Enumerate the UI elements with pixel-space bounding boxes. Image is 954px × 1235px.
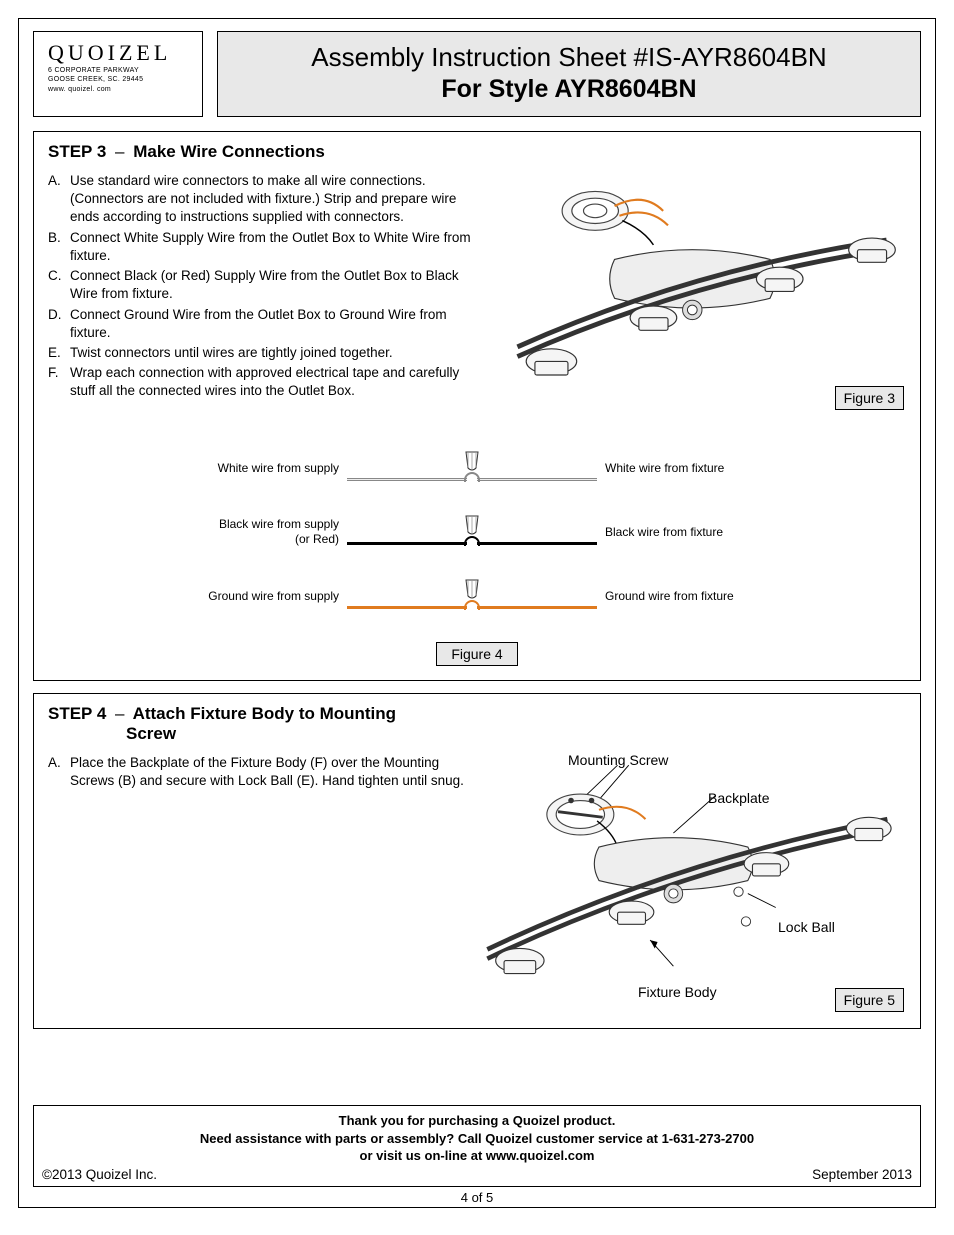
step3-text-item: Connect Ground Wire from the Outlet Box … [70, 306, 488, 342]
anno-lockball: Lock Ball [778, 919, 835, 935]
wire-row: White wire from supply White wire from fi… [197, 450, 757, 486]
wire-cap-icon [460, 578, 484, 602]
anno-backplate: Backplate [708, 790, 769, 806]
step4-columns: A.Place the Backplate of the Fixture Bod… [48, 754, 906, 1014]
step4-image: Mounting Screw Backplate Lock Ball Fixtu… [478, 754, 906, 1014]
step4-dash: – [115, 704, 124, 723]
wire-label-right: Black wire from fixture [597, 525, 757, 539]
brand-addr1: 6 CORPORATE PARKWAY [48, 67, 188, 75]
step3-item: E.Twist connectors until wires are tight… [48, 344, 488, 362]
step4-text-item: Place the Backplate of the Fixture Body … [70, 754, 468, 790]
step3-block: STEP 3 – Make Wire Connections A.Use sta… [33, 131, 921, 681]
step4-rest2: Screw [126, 724, 906, 744]
step3-item: F.Wrap each connection with approved ele… [48, 364, 488, 400]
wire-label-left: Black wire from supply(or Red) [197, 517, 347, 546]
brand-web: www. quoizel. com [48, 86, 188, 94]
footer-block: Thank you for purchasing a Quoizel produ… [33, 1105, 921, 1187]
step3-marker: C. [48, 267, 70, 303]
wire-cap-icon [460, 450, 484, 474]
title-box: Assembly Instruction Sheet #IS-AYR8604BN… [217, 31, 921, 117]
step3-marker: E. [48, 344, 70, 362]
footer-assist: Need assistance with parts or assembly? … [42, 1130, 912, 1148]
step3-list: A.Use standard wire connectors to make a… [48, 172, 488, 401]
step4-marker: A. [48, 754, 70, 790]
brand-name: QUOIZEL [48, 40, 188, 66]
figure4-label: Figure 4 [436, 642, 517, 666]
step3-item: A.Use standard wire connectors to make a… [48, 172, 488, 227]
page-number: 4 of 5 [19, 1190, 935, 1205]
step3-image: Figure 3 [498, 172, 906, 420]
wire-row: Ground wire from supply Ground wire from … [197, 578, 757, 614]
wire-graphic [347, 578, 597, 614]
step3-text-item: Connect Black (or Red) Supply Wire from … [70, 267, 488, 303]
footer-thanks: Thank you for purchasing a Quoizel produ… [42, 1112, 912, 1130]
wire-row: Black wire from supply(or Red) Black wire… [197, 514, 757, 550]
step3-marker: A. [48, 172, 70, 227]
figure5-svg [478, 754, 906, 996]
step4-prefix: STEP 4 [48, 704, 106, 723]
step4-title: STEP 4 – Attach Fixture Body to Mounting… [48, 704, 906, 744]
figure5-label: Figure 5 [835, 988, 904, 1012]
step3-title: STEP 3 – Make Wire Connections [48, 142, 906, 162]
step4-text: A.Place the Backplate of the Fixture Bod… [48, 754, 468, 1014]
footer-visit: or visit us on-line at www.quoizel.com [42, 1147, 912, 1165]
figure4-diagram: White wire from supply White wire from fi… [197, 450, 757, 666]
doc-title-2: For Style AYR8604BN [226, 75, 912, 104]
step3-text-item: Wrap each connection with approved elect… [70, 364, 488, 400]
step4-rest1: Attach Fixture Body to Mounting [133, 704, 396, 723]
anno-mounting-screw: Mounting Screw [568, 752, 668, 768]
footer-row: ©2013 Quoizel Inc. September 2013 [42, 1167, 912, 1182]
footer-copyright: ©2013 Quoizel Inc. [42, 1167, 157, 1182]
wire-label-right: Ground wire from fixture [597, 589, 757, 603]
wire-graphic [347, 450, 597, 486]
doc-title-1: Assembly Instruction Sheet #IS-AYR8604BN [226, 42, 912, 73]
step4-list: A.Place the Backplate of the Fixture Bod… [48, 754, 468, 790]
step3-item: D.Connect Ground Wire from the Outlet Bo… [48, 306, 488, 342]
anno-fixture-body: Fixture Body [638, 984, 717, 1000]
step3-text-item: Connect White Supply Wire from the Outle… [70, 229, 488, 265]
page-border: QUOIZEL 6 CORPORATE PARKWAY GOOSE CREEK,… [18, 18, 936, 1208]
step4-item: A.Place the Backplate of the Fixture Bod… [48, 754, 468, 790]
brand-addr2: GOOSE CREEK, SC. 29445 [48, 76, 188, 84]
step3-text: A.Use standard wire connectors to make a… [48, 172, 488, 420]
header-row: QUOIZEL 6 CORPORATE PARKWAY GOOSE CREEK,… [33, 31, 921, 117]
figure3-svg [498, 172, 906, 415]
figure3-label: Figure 3 [835, 386, 904, 410]
step3-text-item: Twist connectors until wires are tightly… [70, 344, 393, 362]
step3-marker: B. [48, 229, 70, 265]
step3-item: C.Connect Black (or Red) Supply Wire fro… [48, 267, 488, 303]
step3-columns: A.Use standard wire connectors to make a… [48, 172, 906, 420]
wire-label-right: White wire from fixture [597, 461, 757, 475]
step3-item: B.Connect White Supply Wire from the Out… [48, 229, 488, 265]
step4-block: STEP 4 – Attach Fixture Body to Mounting… [33, 693, 921, 1029]
wire-cap-icon [460, 514, 484, 538]
brand-box: QUOIZEL 6 CORPORATE PARKWAY GOOSE CREEK,… [33, 31, 203, 117]
wire-label-left: Ground wire from supply [197, 589, 347, 603]
step3-rest: Make Wire Connections [133, 142, 325, 161]
step3-prefix: STEP 3 [48, 142, 106, 161]
footer-date: September 2013 [812, 1167, 912, 1182]
step3-marker: D. [48, 306, 70, 342]
wire-graphic [347, 514, 597, 550]
wire-label-left: White wire from supply [197, 461, 347, 475]
step3-text-item: Use standard wire connectors to make all… [70, 172, 488, 227]
step3-dash: – [115, 142, 124, 161]
step3-marker: F. [48, 364, 70, 400]
